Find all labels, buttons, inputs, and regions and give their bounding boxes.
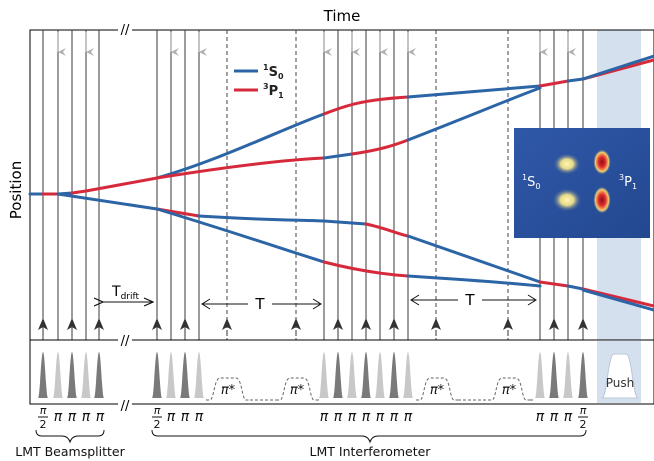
position-axis-label: Position — [7, 161, 25, 219]
svg-text:π: π — [195, 409, 204, 425]
pulse-area-labels: π 2 π π π π π 2 π π π π π π π π π π π π … — [38, 404, 588, 431]
svg-text:T: T — [464, 291, 475, 309]
panel-break-mark: // — [121, 334, 130, 349]
svg-text:π: π — [320, 409, 329, 425]
push-label: Push — [606, 376, 635, 390]
pulse-lines — [42, 30, 584, 340]
svg-text:π: π — [68, 409, 77, 425]
svg-text:2: 2 — [580, 418, 587, 431]
t-drift-interval: Tdrift — [103, 284, 153, 302]
svg-text:π: π — [376, 409, 385, 425]
upward-beam-arrows — [38, 318, 588, 330]
lmt-interferometer-label: LMT Interferometer — [310, 444, 432, 459]
t-interval-1: T — [201, 295, 322, 313]
svg-text:π*: π* — [221, 383, 236, 398]
svg-text:π: π — [564, 409, 573, 425]
panel-bottom-break-mark: // — [121, 399, 130, 414]
svg-text:2: 2 — [40, 418, 47, 431]
beamsplitter-brace — [35, 429, 105, 444]
interferometer-brace — [151, 429, 587, 444]
downward-beam-arrows — [57, 32, 576, 56]
svg-text:π: π — [536, 409, 545, 425]
pi-star-labels: π* π* π* π* — [221, 383, 517, 398]
svg-text:T: T — [254, 295, 265, 313]
pulse-panel-frame — [29, 339, 654, 405]
atom-trajectories — [28, 54, 654, 312]
pi-star-pulse-lines — [226, 30, 509, 340]
svg-text:π: π — [167, 409, 176, 425]
top-break-mark: // — [121, 23, 130, 38]
legend: 1S0 3P1 — [234, 63, 284, 100]
svg-text:π: π — [390, 409, 399, 425]
fluorescence-inset: 1S0 3P1 — [514, 128, 650, 238]
svg-text:π: π — [54, 409, 63, 425]
lmt-beamsplitter-label: LMT Beamsplitter — [15, 444, 125, 459]
legend-excited-label: 3P1 — [263, 82, 284, 100]
svg-text:π: π — [404, 409, 413, 425]
svg-text:Tdrift: Tdrift — [111, 284, 139, 302]
pulse-shapes — [38, 352, 639, 399]
half-pi-label-2: π — [154, 404, 161, 417]
t-interval-2: T — [410, 291, 537, 309]
svg-text:π*: π* — [502, 383, 517, 398]
svg-text:π: π — [362, 409, 371, 425]
svg-text:2: 2 — [154, 418, 161, 431]
half-pi-label-1: π — [40, 404, 47, 417]
svg-text:π*: π* — [430, 383, 445, 398]
time-axis-label: Time — [323, 7, 361, 25]
svg-text:π: π — [550, 409, 559, 425]
inset-ground-label: 1S0 — [522, 173, 540, 191]
svg-text:π: π — [82, 409, 91, 425]
svg-text:π: π — [334, 409, 343, 425]
legend-ground-label: 1S0 — [263, 63, 284, 81]
svg-text:π: π — [96, 409, 105, 425]
svg-text:π: π — [181, 409, 190, 425]
half-pi-label-3: π — [580, 404, 587, 417]
svg-text:π: π — [348, 409, 357, 425]
inset-excited-label: 3P1 — [619, 173, 637, 191]
pi-star-envelopes — [206, 377, 535, 401]
svg-text:π*: π* — [290, 383, 305, 398]
